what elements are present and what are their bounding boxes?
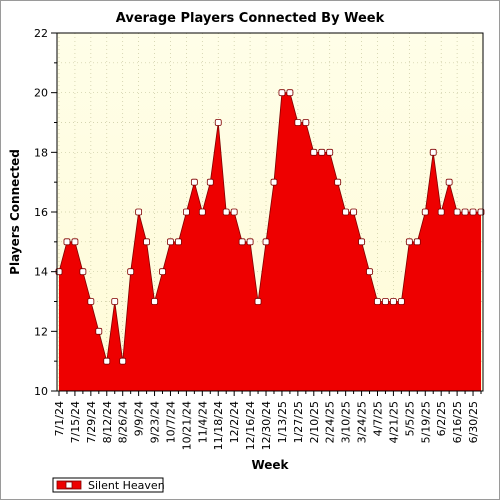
x-tick-label: 4/7/25 — [371, 401, 384, 436]
data-point — [206, 178, 214, 186]
data-point — [278, 89, 286, 97]
y-tick-label: 10 — [34, 385, 48, 398]
x-tick-label: 5/5/25 — [403, 401, 416, 436]
data-point — [151, 298, 158, 305]
data-point — [167, 238, 174, 246]
x-tick-label: 8/26/24 — [117, 401, 130, 443]
data-point — [127, 268, 135, 276]
x-tick-label: 3/10/25 — [340, 401, 353, 443]
data-point — [429, 148, 437, 156]
data-point — [63, 238, 71, 246]
x-tick-label: 5/19/25 — [419, 401, 432, 443]
x-tick-label: 1/27/25 — [292, 401, 305, 443]
data-point — [190, 178, 198, 186]
data-point — [119, 357, 127, 365]
data-point — [318, 148, 326, 156]
x-axis: 7/1/24 7/15/24 7/29/24 8/12/24 8/26/24 9/9/24… — [53, 391, 482, 450]
data-point — [437, 208, 445, 216]
series-silent-heaven — [55, 89, 485, 392]
data-point — [421, 208, 429, 216]
x-tick-label: 12/16/24 — [244, 401, 257, 450]
data-point — [175, 238, 182, 246]
data-point — [246, 238, 254, 246]
y-tick-label: 16 — [34, 206, 48, 219]
data-point — [143, 238, 150, 246]
data-point — [405, 238, 413, 246]
data-point — [358, 238, 365, 246]
x-tick-label: 2/10/25 — [308, 401, 321, 443]
x-tick-label: 6/2/25 — [435, 401, 448, 436]
data-point — [95, 327, 103, 335]
x-tick-label: 11/4/24 — [196, 401, 209, 443]
x-tick-label: 2/24/25 — [324, 401, 337, 443]
x-tick-label: 6/30/25 — [467, 401, 480, 443]
x-axis-title: Week — [251, 458, 289, 472]
data-point — [182, 208, 190, 216]
x-tick-label: 4/21/25 — [387, 401, 400, 443]
data-point — [397, 298, 405, 305]
data-point — [214, 119, 222, 126]
x-tick-label: 8/12/24 — [101, 401, 114, 443]
x-tick-label: 12/2/24 — [228, 401, 241, 443]
data-point — [254, 298, 262, 305]
data-point — [71, 238, 79, 246]
x-tick-label: 9/9/24 — [133, 401, 146, 436]
y-tick-label: 20 — [34, 87, 48, 100]
data-point — [302, 119, 310, 126]
data-point — [87, 298, 95, 305]
data-point — [262, 238, 270, 246]
data-point — [79, 268, 87, 276]
data-point — [453, 208, 461, 216]
data-point — [270, 178, 278, 186]
data-point — [326, 148, 334, 156]
data-point — [238, 238, 246, 246]
data-point — [342, 208, 350, 216]
data-point — [390, 298, 397, 305]
y-tick-label: 14 — [34, 266, 48, 279]
data-point — [374, 298, 381, 305]
x-tick-label: 6/16/25 — [451, 401, 464, 443]
y-axis-title: Players Connected — [8, 149, 22, 275]
x-tick-label: 7/15/24 — [69, 401, 82, 443]
x-tick-label: 3/24/25 — [356, 401, 369, 443]
x-tick-label: 7/29/24 — [85, 401, 98, 443]
data-point — [350, 208, 358, 216]
x-tick-label: 9/23/24 — [149, 401, 162, 443]
data-point — [222, 208, 230, 216]
y-tick-label: 18 — [34, 146, 48, 159]
series-area — [59, 92, 481, 392]
chart-title: Average Players Connected By Week — [116, 11, 385, 26]
data-point — [294, 119, 302, 126]
data-point — [461, 208, 469, 216]
y-tick-label: 22 — [34, 27, 48, 40]
y-tick-label: 12 — [34, 325, 48, 338]
data-point — [366, 268, 373, 276]
x-tick-label: 7/1/24 — [53, 401, 66, 436]
x-tick-label: 1/13/25 — [276, 401, 289, 443]
x-tick-label: 11/18/24 — [212, 401, 225, 450]
data-point — [286, 89, 294, 97]
x-tick-label: 10/7/24 — [164, 401, 177, 443]
data-point — [334, 178, 342, 186]
data-point — [103, 357, 111, 365]
data-point — [135, 208, 143, 216]
x-tick-label: 10/21/24 — [180, 401, 193, 450]
data-point — [111, 298, 119, 305]
y-axis: 10 12 14 16 18 20 22 — [34, 27, 57, 398]
data-point — [413, 238, 421, 246]
data-point — [198, 208, 206, 216]
x-tick-label: 12/30/24 — [260, 401, 273, 450]
legend-marker — [65, 481, 73, 489]
legend: Silent Heaven — [52, 477, 165, 493]
data-point — [469, 208, 477, 216]
data-point — [382, 298, 389, 305]
data-point — [445, 178, 453, 186]
legend-label: Silent Heaven — [88, 479, 165, 492]
data-point — [310, 148, 318, 156]
data-point — [159, 268, 166, 276]
data-point — [230, 208, 238, 216]
